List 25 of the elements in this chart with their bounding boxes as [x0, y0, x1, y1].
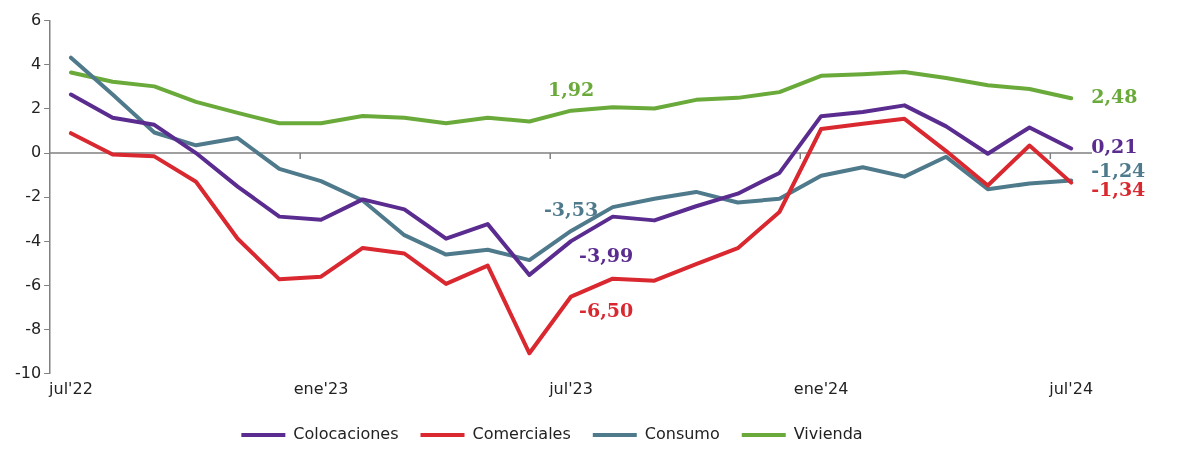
data-label: 2,48: [1091, 85, 1138, 108]
y-tick-label: 0: [30, 142, 42, 162]
legend-label: Comerciales: [472, 424, 571, 444]
data-label: -3,99: [579, 243, 634, 266]
y-tick-label: -6: [25, 274, 42, 294]
x-tick-label: jul'23: [548, 378, 593, 398]
data-label: 1,92: [547, 78, 595, 101]
data-label: -1,24: [1091, 158, 1146, 181]
y-tick-label: 2: [30, 98, 42, 118]
y-tick-label: -2: [25, 186, 42, 206]
y-tick-label: 6: [30, 9, 42, 29]
data-label: -3,53: [543, 198, 599, 221]
x-tick-label: jul'22: [48, 378, 93, 398]
legend-label: Consumo: [644, 424, 720, 444]
y-tick-label: -8: [25, 318, 42, 338]
x-tick-label: ene'24: [793, 378, 849, 398]
y-tick-label: 4: [30, 53, 42, 73]
y-tick-label: -10: [14, 362, 42, 382]
x-tick-label: jul'24: [1048, 378, 1094, 398]
legend-label: Vivienda: [793, 424, 863, 444]
data-label: 0,21: [1091, 135, 1138, 158]
y-tick-label: -4: [25, 230, 42, 250]
legend-label: Colocaciones: [293, 424, 399, 444]
x-tick-label: ene'23: [293, 378, 349, 398]
data-label: -6,50: [579, 298, 634, 321]
